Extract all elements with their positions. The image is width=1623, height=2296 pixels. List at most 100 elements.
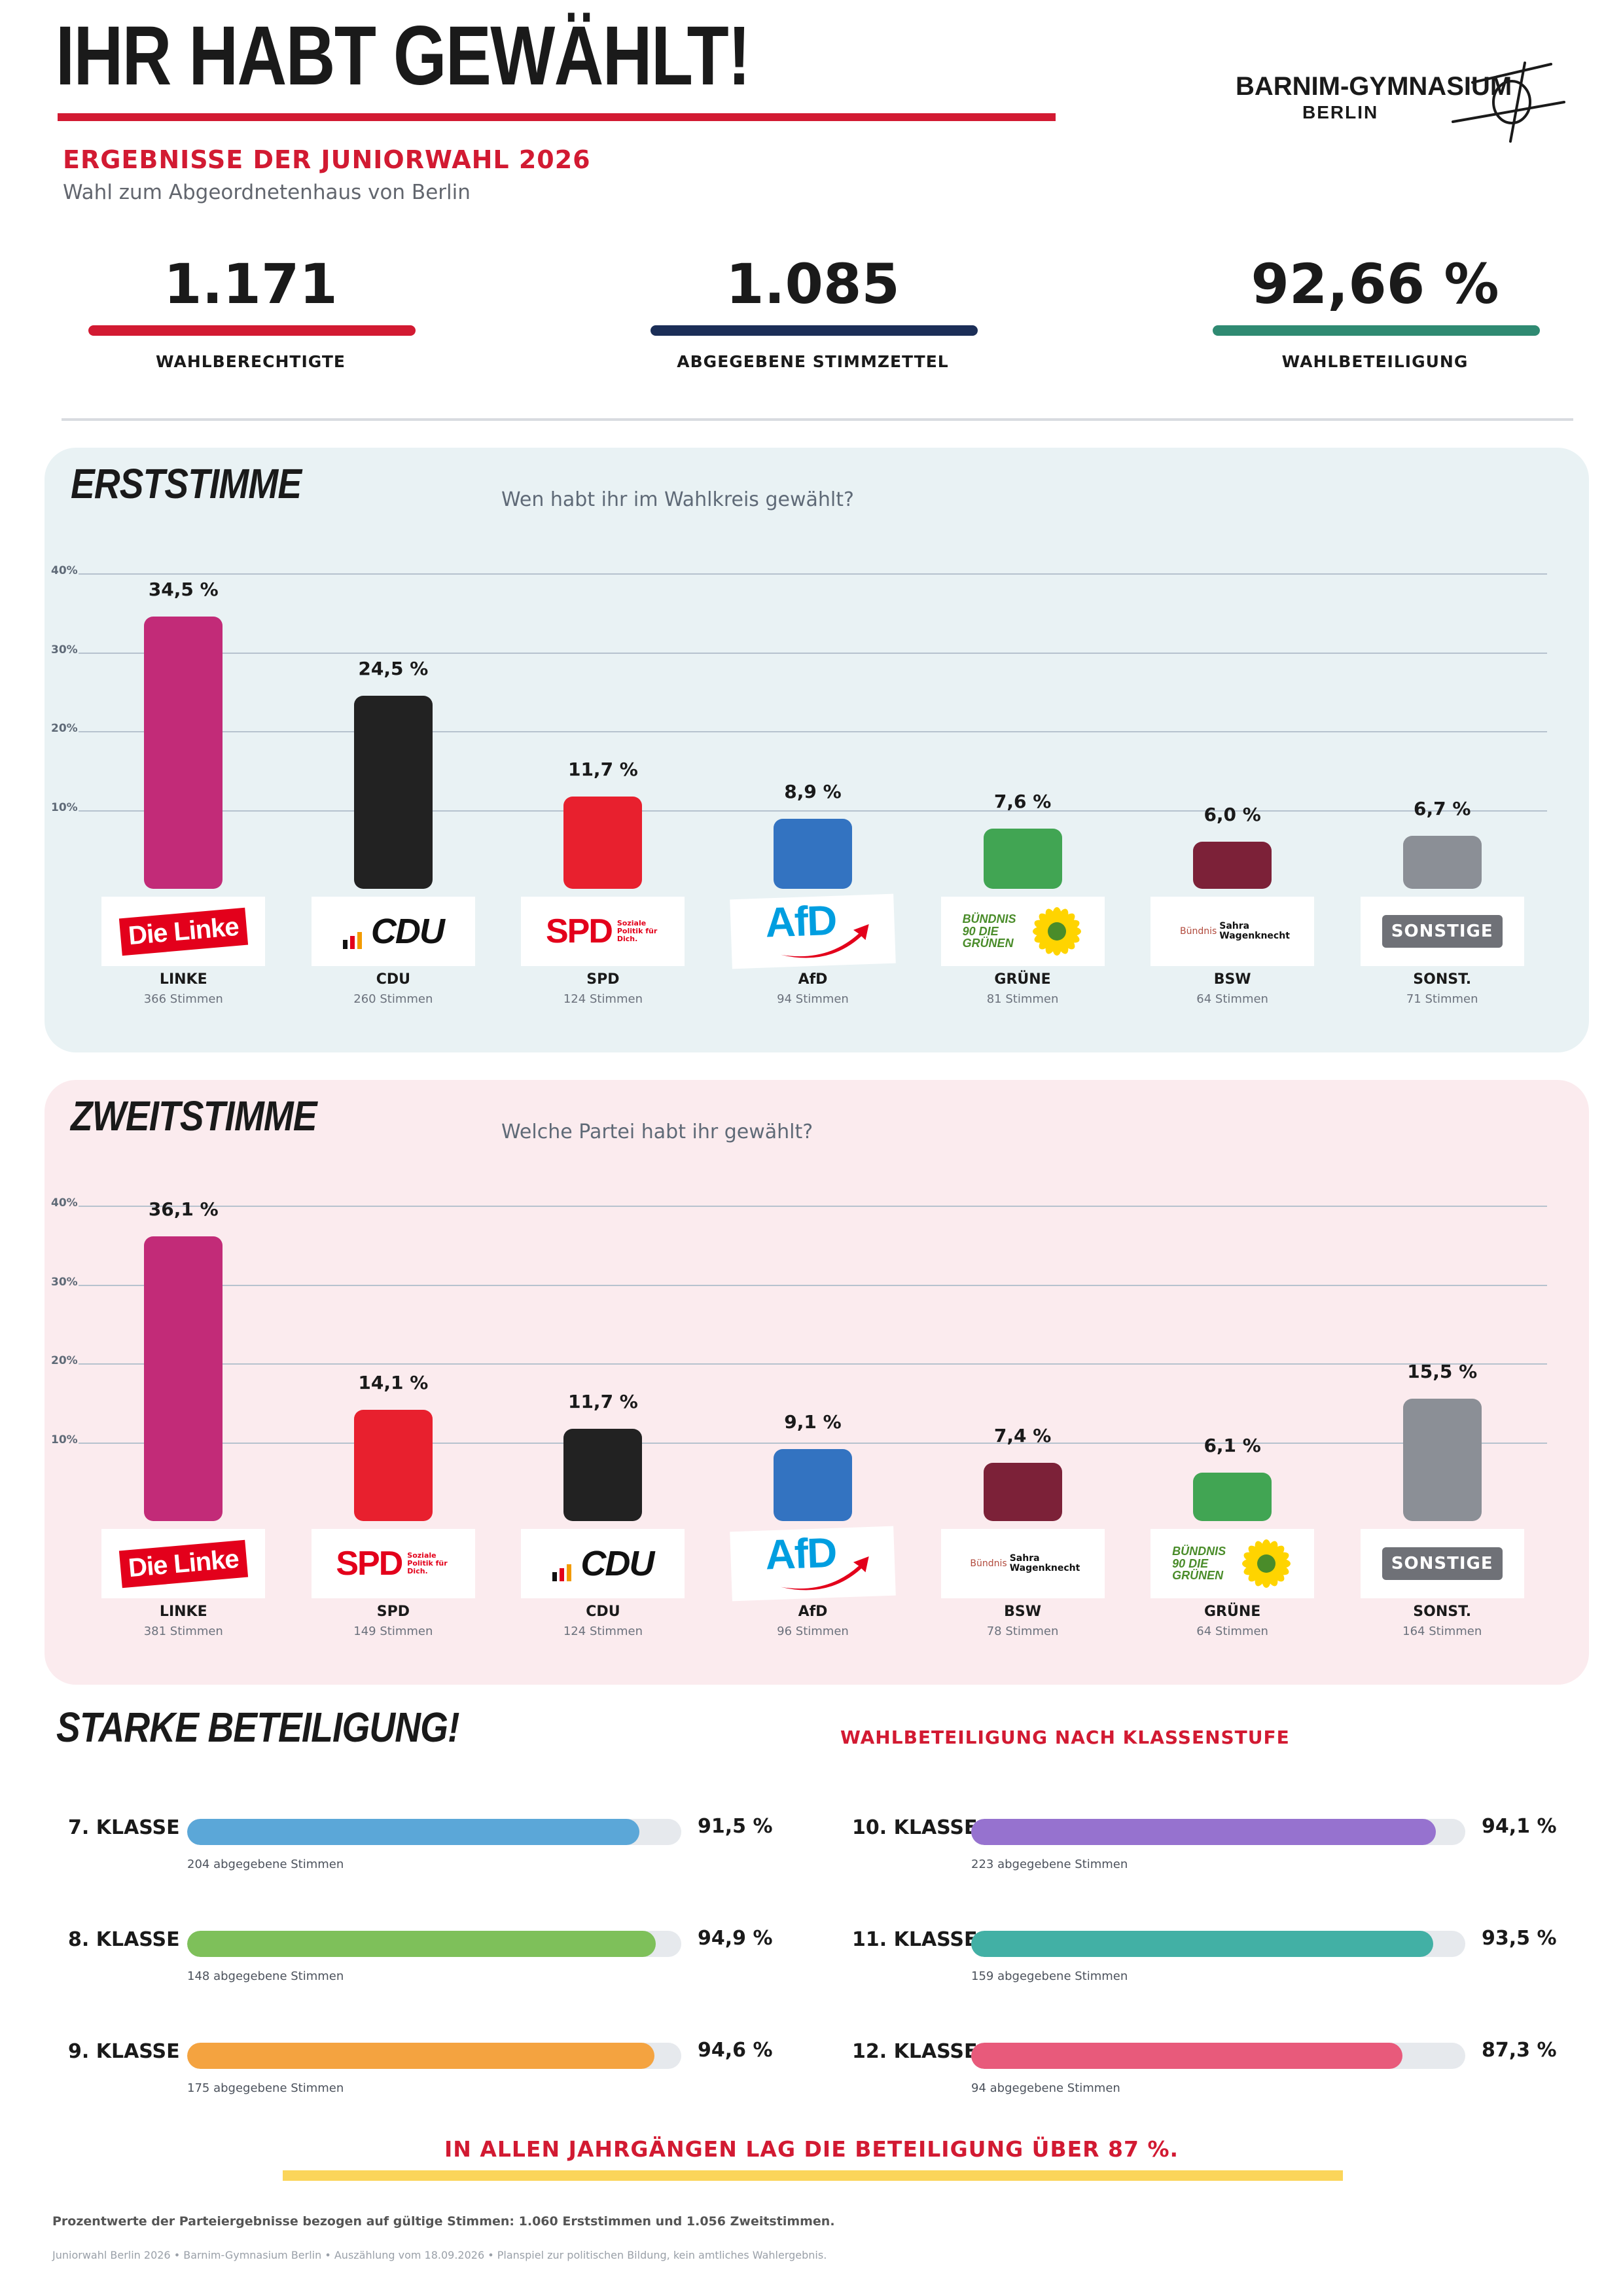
zweitstimme-question: Welche Partei habt ihr gewählt? bbox=[501, 1121, 813, 1143]
party-votes: 96 Stimmen bbox=[777, 1624, 849, 1638]
kpi-ballots-value: 1.085 bbox=[726, 252, 900, 316]
kpi-ballots-label: ABGEGEBENE STIMMZETTEL bbox=[677, 352, 949, 371]
class-percentage: 94,1 % bbox=[1482, 1815, 1557, 1838]
spd-text: SPD bbox=[545, 912, 613, 950]
class-label: 11. KLASSE bbox=[852, 1928, 978, 1951]
afd-arrow-icon bbox=[781, 1556, 869, 1590]
spd-wordmark: SPD Soziale Politik für Dich. bbox=[336, 1547, 450, 1581]
party-logo-cdu: CDU bbox=[311, 897, 475, 966]
party-logo-bsw: Bündnis Sahra Wagenknecht bbox=[1150, 897, 1315, 966]
party-name: GRÜNE bbox=[1204, 1604, 1261, 1620]
party-name: BSW bbox=[1004, 1604, 1041, 1620]
kpi-turnout-bar bbox=[1213, 325, 1540, 336]
bar-spd bbox=[563, 797, 643, 889]
class-progress-track bbox=[187, 2043, 681, 2069]
bar-value-label: 6,0 % bbox=[1204, 803, 1261, 825]
y-tick-label: 20% bbox=[51, 1354, 78, 1367]
sonstige-badge: SONSTIGE bbox=[1382, 915, 1503, 948]
party-logo-linke: Die Linke bbox=[101, 1529, 266, 1598]
party-name: AfD bbox=[798, 1604, 828, 1620]
bar-value-label: 36,1 % bbox=[148, 1198, 219, 1220]
cdu-wordmark: CDU bbox=[552, 1544, 654, 1583]
kpi-eligible-value: 1.171 bbox=[164, 252, 338, 316]
page-subtitle-secondary: Wahl zum Abgeordnetenhaus von Berlin bbox=[63, 181, 471, 204]
party-name: LINKE bbox=[159, 971, 207, 988]
party-votes: 78 Stimmen bbox=[986, 1624, 1059, 1638]
class-label: 9. KLASSE bbox=[68, 2040, 180, 2063]
y-tick-label: 30% bbox=[51, 1275, 78, 1289]
bar-gruene bbox=[1193, 1473, 1272, 1521]
erststimme-question: Wen habt ihr im Wahlkreis gewählt? bbox=[501, 488, 854, 511]
participation-title: STARKE BETEILIGUNG! bbox=[56, 1704, 459, 1751]
party-name: CDU bbox=[376, 971, 410, 988]
bar-bsw bbox=[1193, 841, 1272, 889]
class-votes: 148 abgegebene Stimmen bbox=[187, 1969, 344, 1983]
afd-wordmark: AfD bbox=[753, 897, 872, 965]
gruene-wordmark: BÜNDNIS 90 DIE GRÜNEN bbox=[1172, 1537, 1293, 1590]
class-progress-fill bbox=[187, 1819, 639, 1845]
party-name: GRÜNE bbox=[994, 971, 1051, 988]
party-votes: 260 Stimmen bbox=[353, 992, 433, 1006]
footer: Juniorwahl Berlin 2026 • Barnim-Gymnasiu… bbox=[52, 2249, 827, 2261]
kpi-eligible-bar bbox=[88, 325, 416, 336]
class-percentage: 93,5 % bbox=[1482, 1927, 1557, 1950]
cdu-steps-icon bbox=[342, 932, 362, 949]
spd-slogan: Soziale Politik für Dich. bbox=[616, 918, 658, 944]
party-name: LINKE bbox=[159, 1604, 207, 1620]
party-votes: 64 Stimmen bbox=[1196, 1624, 1268, 1638]
gruene-text: BÜNDNIS 90 DIE GRÜNEN bbox=[1172, 1544, 1226, 1583]
y-tick-label: 10% bbox=[51, 800, 78, 814]
bar-value-label: 14,1 % bbox=[358, 1372, 429, 1394]
gruene-text: BÜNDNIS 90 DIE GRÜNEN bbox=[962, 912, 1016, 950]
grid-line bbox=[79, 1284, 1547, 1286]
bar-linke bbox=[144, 1236, 223, 1521]
party-logo-sonstige: SONSTIGE bbox=[1360, 897, 1524, 966]
spd-wordmark: SPD Soziale Politik für Dich. bbox=[546, 914, 660, 948]
party-votes: 94 Stimmen bbox=[777, 992, 849, 1006]
class-label: 12. KLASSE bbox=[852, 2040, 978, 2063]
class-progress-track bbox=[187, 1819, 681, 1845]
bar-value-label: 6,7 % bbox=[1414, 798, 1471, 820]
kpi-ballots-bar bbox=[651, 325, 978, 336]
grid-line bbox=[79, 1442, 1547, 1444]
bar-value-label: 8,9 % bbox=[784, 780, 842, 802]
bar-value-label: 24,5 % bbox=[358, 657, 429, 679]
gruene-wordmark: BÜNDNIS 90 DIE GRÜNEN bbox=[963, 905, 1083, 958]
party-logo-afd: AfD bbox=[730, 893, 896, 969]
section-divider bbox=[62, 418, 1573, 421]
callout-underline bbox=[283, 2170, 1343, 2181]
party-name: BSW bbox=[1213, 971, 1251, 988]
grid-line bbox=[79, 652, 1547, 654]
class-votes: 94 abgegebene Stimmen bbox=[971, 2081, 1120, 2095]
zweitstimme-chart: 10% 20% 30% 40% 36,1 % Die Linke LINKE 381 Stim… bbox=[45, 1080, 1589, 1685]
party-logo-gruene: BÜNDNIS 90 DIE GRÜNEN bbox=[940, 897, 1105, 966]
school-logo: BARNIM-GYMNASIUM BERLIN bbox=[1230, 56, 1571, 154]
sunflower-icon bbox=[1032, 907, 1081, 956]
party-votes: 124 Stimmen bbox=[563, 1624, 643, 1638]
party-votes: 124 Stimmen bbox=[563, 992, 643, 1006]
bsw-wordmark: Bündnis Sahra Wagenknecht bbox=[970, 1553, 1080, 1574]
grid-line bbox=[79, 1206, 1547, 1207]
class-label: 8. KLASSE bbox=[68, 1928, 180, 1951]
bar-spd bbox=[353, 1410, 433, 1521]
class-percentage: 94,9 % bbox=[698, 1927, 773, 1950]
bar-value-label: 15,5 % bbox=[1407, 1361, 1478, 1383]
class-label: 10. KLASSE bbox=[852, 1816, 978, 1839]
bar-value-label: 34,5 % bbox=[148, 579, 219, 601]
party-logo-gruene: BÜNDNIS 90 DIE GRÜNEN bbox=[1150, 1529, 1315, 1598]
bar-afd bbox=[774, 1449, 852, 1521]
class-percentage: 87,3 % bbox=[1482, 2039, 1557, 2062]
party-logo-spd: SPD Soziale Politik für Dich. bbox=[521, 897, 685, 966]
class-votes: 159 abgegebene Stimmen bbox=[971, 1969, 1128, 1983]
class-label: 7. KLASSE bbox=[68, 1816, 180, 1839]
bar-value-label: 6,1 % bbox=[1204, 1435, 1261, 1457]
y-tick-label: 20% bbox=[51, 722, 78, 735]
cdu-text: CDU bbox=[370, 912, 445, 951]
class-percentage: 91,5 % bbox=[698, 1815, 773, 1838]
spd-text: SPD bbox=[336, 1545, 403, 1583]
class-progress-fill bbox=[187, 1931, 656, 1957]
cdu-text: CDU bbox=[580, 1544, 654, 1583]
bar-value-label: 9,1 % bbox=[784, 1411, 842, 1433]
party-logo-linke: Die Linke bbox=[101, 897, 266, 966]
class-progress-fill bbox=[971, 1931, 1433, 1957]
